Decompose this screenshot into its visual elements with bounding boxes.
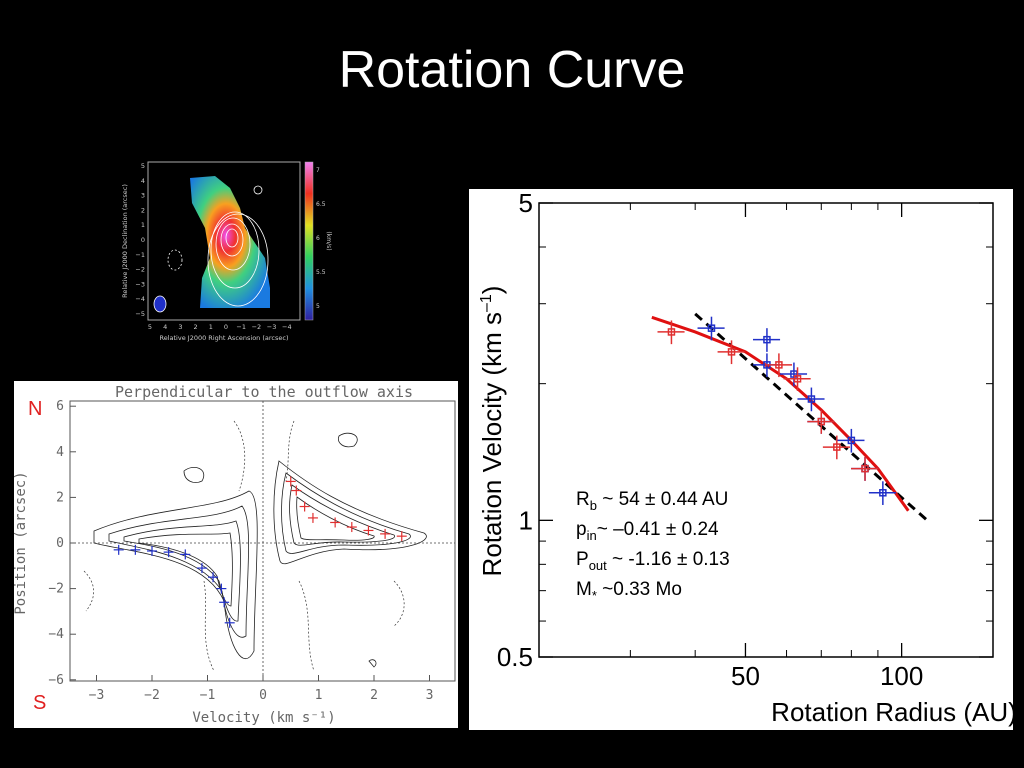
pv-diagram-panel: Perpendicular to the outflow axis −3− <box>13 381 458 728</box>
rc-point-red <box>817 417 826 426</box>
moment-map-ytick-label: 5 <box>141 162 145 170</box>
moment-map-ylabel: Relative J2000 Declination (arcsec) <box>121 184 129 298</box>
pv-ylabel: Position (arcsec) <box>13 471 29 614</box>
rc-ytick-label: 5 <box>519 188 533 218</box>
annotation-mass: M* ~0.33 Mo <box>576 579 682 603</box>
moment-map-xtick-label: −2 <box>252 323 262 331</box>
pv-north-label: N <box>28 398 42 420</box>
moment-map-colorbar-tick: 5 <box>316 303 320 310</box>
pv-ytick-label: −6 <box>48 673 64 688</box>
beam-ellipse <box>153 295 167 313</box>
pv-xlabel: Velocity (km s⁻¹) <box>192 710 335 726</box>
rc-xlabel: Rotation Radius (AU) <box>771 697 1017 727</box>
moment-map-xtick-label: 5 <box>148 323 152 331</box>
rc-point-blue <box>847 436 856 445</box>
moment-map-colorbar <box>304 161 314 321</box>
moment-map-ytick-label: 3 <box>141 192 145 200</box>
pv-xtick-label: 3 <box>426 688 434 703</box>
rotation-curve-panel: 50 100 5 1 0.5 Rotation Radius (AU) Rotation… <box>469 188 1017 730</box>
pv-south-label: S <box>33 692 46 714</box>
pv-ytick-label: 4 <box>56 445 64 460</box>
rc-xtick-label: 100 <box>880 661 923 691</box>
moment-map-ytick-label: −4 <box>135 295 145 303</box>
pv-ytick-label: 2 <box>56 490 64 505</box>
moment-map-xtick-label: 2 <box>194 323 198 331</box>
emission-map <box>190 176 270 308</box>
rc-point-blue <box>807 395 816 403</box>
slide-title: Rotation Curve <box>338 41 686 99</box>
rotation-curve-svg: 50 100 5 1 0.5 Rotation Radius (AU) Rotation… <box>477 188 1017 727</box>
pv-ytick-label: 6 <box>56 399 64 414</box>
rc-point-red <box>793 375 802 383</box>
moment-map-colorbar-tick: 6.5 <box>316 201 326 208</box>
pv-ytick-label: −2 <box>48 582 64 597</box>
pv-red-points <box>285 476 407 542</box>
rc-point-red <box>727 348 736 356</box>
rc-point-red <box>833 443 841 451</box>
annotation-pout: Pout ~ -1.16 ± 0.13 <box>576 549 730 573</box>
moment-map-colorbar-tick: 6 <box>316 235 320 242</box>
moment-map-colorbar-tick: 7 <box>316 167 320 174</box>
pv-xtick-label: 1 <box>315 688 323 703</box>
rc-point-red <box>775 361 783 369</box>
moment-map-ytick-label: 1 <box>141 221 145 229</box>
rc-annotations: Rb ~ 54 ± 0.44 AU pin~ –0.41 ± 0.24 Pout… <box>576 489 730 603</box>
moment-map-ytick-label: −1 <box>135 251 145 259</box>
rc-point-red <box>861 464 869 473</box>
pv-xtick-label: 2 <box>370 688 378 703</box>
moment-map-ytick-label: 0 <box>141 236 145 244</box>
rc-point-blue <box>707 324 716 332</box>
rc-ytick-label: 0.5 <box>497 642 533 672</box>
pv-ytick-label: 0 <box>56 536 64 551</box>
moment-map-contours <box>167 185 269 307</box>
pv-title: Perpendicular to the outflow axis <box>115 383 413 401</box>
rc-ylabel: Rotation Velocity (km s–1) <box>477 286 507 577</box>
pv-xtick-label: −2 <box>144 688 160 703</box>
moment-map-colorbar-label: (km/s) <box>325 231 332 250</box>
moment-map-xtick-label: 1 <box>209 323 213 331</box>
rc-point-blue <box>763 335 771 344</box>
rc-plot-frame <box>538 202 994 658</box>
moment-map-ytick-label: 4 <box>141 177 145 185</box>
moment-map-svg: 5 4 3 2 1 0 −1 −2 −3 −4 5 4 3 2 1 0 −1 −2 −3 −4 −5 7 6.5 6 5.5… <box>120 158 332 344</box>
moment-map-panel: 5 4 3 2 1 0 −1 −2 −3 −4 5 4 3 2 1 0 −1 −2 −3 −4 −5 7 6.5 6 5.5… <box>120 158 332 344</box>
pv-frame <box>69 400 456 682</box>
pv-diagram-svg: Perpendicular to the outflow axis −3− <box>13 383 456 726</box>
pv-xtick-label: −1 <box>200 688 216 703</box>
moment-map-xtick-label: −4 <box>282 323 292 331</box>
moment-map-ytick-label: 2 <box>141 206 145 214</box>
rc-point-red <box>667 328 676 336</box>
moment-map-xtick-label: 3 <box>178 323 182 331</box>
moment-map-xtick-label: −3 <box>267 323 277 331</box>
moment-map-ytick-label: −5 <box>135 310 145 318</box>
pv-xtick-label: 0 <box>259 688 267 703</box>
moment-map-xlabel: Relative J2000 Right Ascension (arcsec) <box>160 334 289 342</box>
annotation-pin: pin~ –0.41 ± 0.24 <box>576 519 719 543</box>
rc-xtick-label: 50 <box>731 661 760 691</box>
moment-map-ytick-label: −2 <box>135 266 145 274</box>
pv-xtick-label: −3 <box>89 688 105 703</box>
pv-ytick-label: −4 <box>48 627 64 642</box>
moment-map-ytick-label: −3 <box>135 280 145 288</box>
rc-ytick-label: 1 <box>519 505 533 535</box>
moment-map-xtick-label: −1 <box>236 323 246 331</box>
pv-blue-points <box>113 544 235 628</box>
moment-map-xtick-label: 4 <box>163 323 167 331</box>
rc-point-blue <box>879 489 887 497</box>
annotation-rb: Rb ~ 54 ± 0.44 AU <box>576 489 728 513</box>
moment-map-colorbar-tick: 5.5 <box>316 269 326 276</box>
pv-negative-contours <box>83 420 405 672</box>
broken-power-law-fit-line <box>651 315 910 512</box>
moment-map-xtick-label: 0 <box>224 323 228 331</box>
